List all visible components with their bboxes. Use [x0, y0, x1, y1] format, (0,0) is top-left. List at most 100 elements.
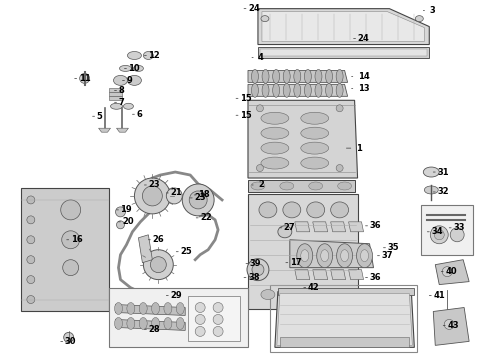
Text: 7: 7	[119, 98, 124, 107]
Ellipse shape	[307, 202, 325, 218]
Polygon shape	[260, 49, 427, 57]
Text: 40: 40	[445, 267, 457, 276]
Ellipse shape	[213, 302, 223, 312]
Ellipse shape	[315, 69, 322, 84]
Ellipse shape	[144, 250, 173, 280]
Text: 36: 36	[369, 221, 381, 230]
Polygon shape	[248, 194, 358, 310]
Ellipse shape	[117, 221, 124, 229]
Text: 11: 11	[78, 74, 90, 83]
Ellipse shape	[63, 260, 78, 276]
Polygon shape	[435, 260, 469, 285]
Ellipse shape	[280, 182, 294, 190]
Text: 26: 26	[152, 235, 164, 244]
Ellipse shape	[442, 267, 452, 276]
Text: 36: 36	[369, 273, 381, 282]
Text: 33: 33	[453, 223, 465, 232]
Ellipse shape	[252, 264, 264, 276]
Ellipse shape	[213, 315, 223, 324]
Ellipse shape	[272, 69, 280, 84]
Text: 1: 1	[356, 144, 362, 153]
Ellipse shape	[166, 188, 182, 204]
Text: 17: 17	[290, 258, 301, 267]
Ellipse shape	[309, 289, 323, 300]
Ellipse shape	[189, 191, 207, 209]
Ellipse shape	[294, 84, 301, 97]
Text: 8: 8	[119, 86, 124, 95]
Polygon shape	[433, 307, 469, 345]
Polygon shape	[258, 46, 429, 58]
Polygon shape	[313, 270, 328, 280]
Ellipse shape	[301, 112, 329, 124]
Ellipse shape	[278, 226, 292, 238]
Ellipse shape	[127, 302, 135, 315]
Text: 41: 41	[433, 291, 445, 300]
Polygon shape	[248, 84, 347, 96]
Ellipse shape	[261, 127, 289, 139]
Ellipse shape	[176, 302, 184, 315]
Ellipse shape	[262, 84, 269, 97]
Ellipse shape	[195, 315, 205, 324]
Ellipse shape	[423, 167, 439, 177]
Ellipse shape	[325, 69, 333, 84]
Ellipse shape	[115, 302, 122, 315]
Ellipse shape	[336, 84, 343, 97]
Text: 34: 34	[431, 227, 443, 236]
Text: 42: 42	[308, 283, 319, 292]
Text: 21: 21	[171, 188, 182, 197]
Ellipse shape	[336, 165, 343, 171]
Ellipse shape	[127, 51, 142, 59]
Text: 10: 10	[128, 64, 140, 73]
Text: 24: 24	[248, 4, 260, 13]
Ellipse shape	[430, 226, 448, 244]
Ellipse shape	[294, 69, 301, 84]
Polygon shape	[262, 12, 424, 41]
Ellipse shape	[27, 216, 35, 224]
Ellipse shape	[338, 182, 352, 190]
Ellipse shape	[251, 69, 258, 84]
Ellipse shape	[285, 289, 299, 300]
Ellipse shape	[272, 84, 280, 97]
Ellipse shape	[301, 157, 329, 169]
Ellipse shape	[262, 69, 269, 84]
Polygon shape	[277, 293, 413, 345]
Text: 32: 32	[437, 188, 449, 197]
Text: 9: 9	[126, 76, 132, 85]
Ellipse shape	[444, 319, 454, 329]
Ellipse shape	[261, 15, 269, 22]
Ellipse shape	[62, 231, 80, 249]
Ellipse shape	[151, 318, 160, 329]
Polygon shape	[98, 128, 111, 132]
Bar	[270, 285, 417, 352]
Ellipse shape	[261, 157, 289, 169]
Polygon shape	[295, 270, 310, 280]
Ellipse shape	[259, 202, 277, 218]
Ellipse shape	[27, 236, 35, 244]
Polygon shape	[331, 270, 345, 280]
Polygon shape	[248, 180, 355, 192]
Ellipse shape	[283, 69, 290, 84]
Polygon shape	[21, 188, 108, 311]
Ellipse shape	[176, 318, 184, 329]
Ellipse shape	[261, 142, 289, 154]
Polygon shape	[117, 128, 128, 132]
Ellipse shape	[80, 73, 90, 84]
Ellipse shape	[195, 302, 205, 312]
Text: 23: 23	[148, 180, 160, 189]
Ellipse shape	[416, 15, 423, 22]
Ellipse shape	[151, 302, 160, 315]
Ellipse shape	[27, 296, 35, 303]
Ellipse shape	[321, 250, 329, 262]
Text: 30: 30	[65, 337, 76, 346]
Ellipse shape	[164, 302, 172, 315]
Ellipse shape	[247, 259, 269, 280]
Ellipse shape	[304, 69, 311, 84]
Ellipse shape	[336, 105, 343, 112]
Text: 43: 43	[447, 321, 459, 330]
Ellipse shape	[114, 75, 127, 85]
Ellipse shape	[315, 84, 322, 97]
Text: 31: 31	[437, 167, 449, 176]
Text: 13: 13	[358, 84, 369, 93]
Ellipse shape	[256, 105, 264, 112]
Ellipse shape	[256, 165, 264, 171]
